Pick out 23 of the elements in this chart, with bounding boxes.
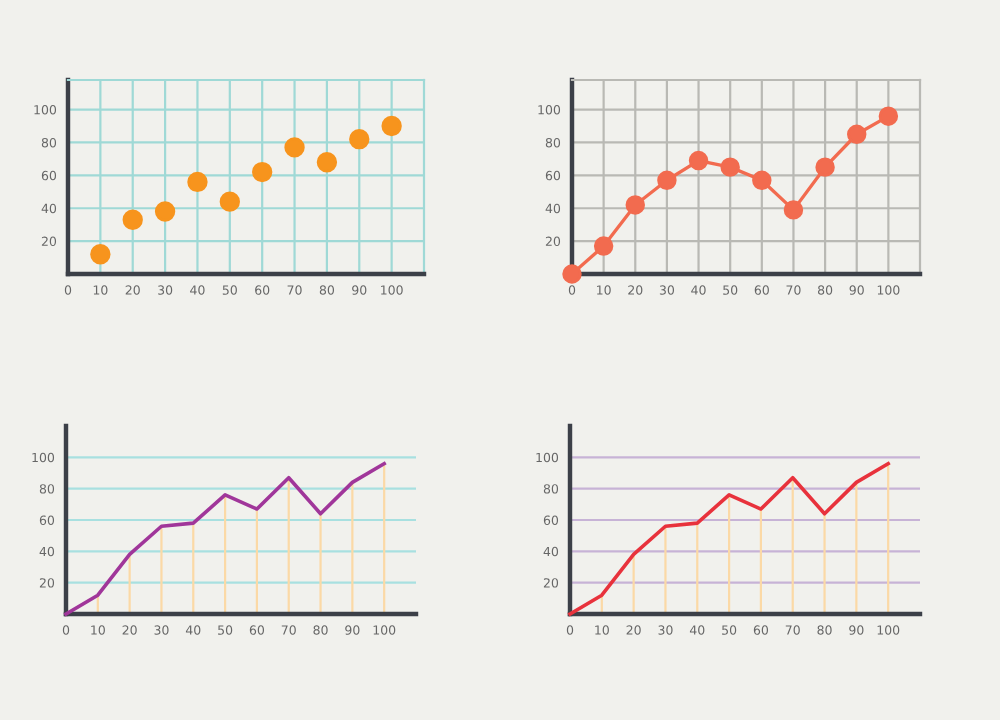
point (252, 161, 273, 183)
point (815, 157, 835, 177)
point (720, 157, 740, 177)
point (657, 170, 677, 191)
point (593, 236, 614, 256)
point (122, 209, 143, 230)
line-series (568, 461, 890, 616)
point (878, 106, 899, 126)
point (381, 115, 402, 137)
point (284, 137, 305, 158)
point (752, 170, 772, 191)
line-series (64, 461, 386, 616)
point (90, 244, 111, 265)
point (562, 264, 582, 284)
point (219, 191, 240, 212)
point (625, 195, 645, 215)
point (783, 200, 804, 220)
point (847, 124, 867, 144)
point (187, 171, 208, 193)
point (154, 201, 176, 222)
point (688, 150, 709, 171)
point (316, 152, 338, 173)
point (349, 129, 370, 150)
